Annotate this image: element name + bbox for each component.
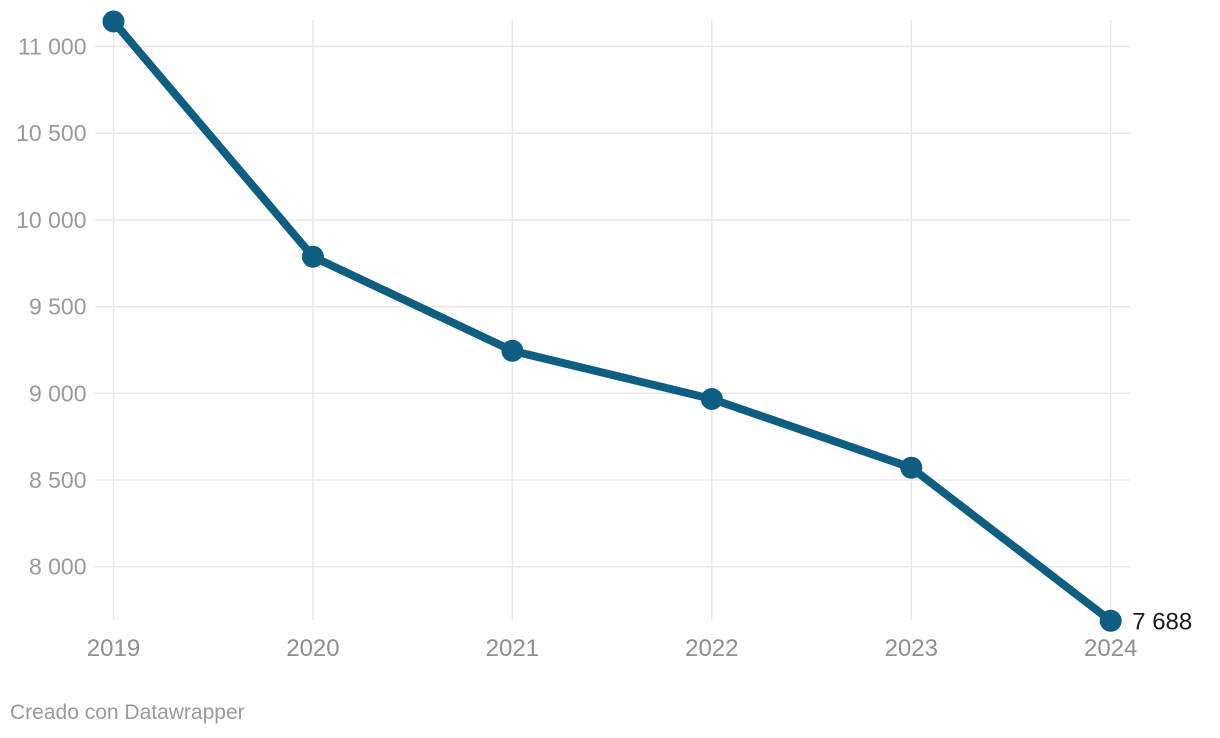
y-axis-tick-label: 10 000 (16, 207, 86, 233)
data-point-2022[interactable] (700, 388, 723, 410)
x-axis-tick-label: 2023 (885, 635, 938, 662)
x-axis-tick-label: 2024 (1084, 635, 1137, 662)
x-axis-tick-label: 2022 (685, 635, 738, 662)
y-axis-tick-label: 10 500 (16, 120, 86, 146)
data-point-2023[interactable] (900, 456, 923, 479)
y-axis-tick-label: 8 500 (29, 467, 87, 493)
end-value-label: 7 688 (1132, 608, 1192, 635)
x-axis-tick-label: 2020 (286, 635, 339, 662)
y-axis-tick-label: 8 000 (29, 554, 87, 580)
data-point-2020[interactable] (301, 245, 324, 268)
datawrapper-credit-link[interactable]: Creado con Datawrapper (10, 701, 245, 724)
data-point-2019[interactable] (102, 10, 125, 33)
y-axis-tick-label: 9 000 (29, 380, 87, 406)
data-point-2024[interactable] (1099, 609, 1122, 632)
y-axis-tick-label: 9 500 (29, 294, 87, 320)
data-line (109, 17, 1115, 625)
x-axis-tick-label: 2019 (87, 635, 140, 662)
data-point-2021[interactable] (501, 339, 524, 362)
y-axis-tick-label: 11 000 (18, 34, 87, 60)
x-axis-tick-label: 2021 (486, 635, 539, 662)
line-chart-svg: 8 000 8 500 9 000 9 500 10 000 10 500 11 000 20… (16, 10, 1192, 662)
